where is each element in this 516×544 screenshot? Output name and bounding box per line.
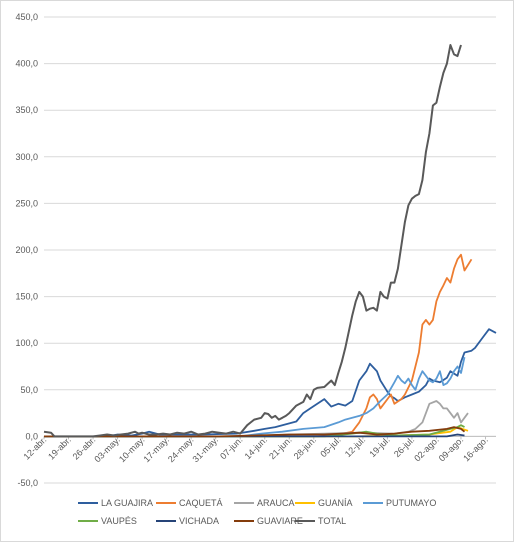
series-line-total [43,44,462,438]
x-axis: 12-abr.19-abr.26-abr.03-may.10-may.17-ma… [22,435,496,465]
legend-label: ARAUCA [257,498,295,508]
legend-label: PUTUMAYO [386,498,436,508]
y-tick-label: 450,0 [15,12,38,22]
series-lines [43,44,497,438]
series-line-putumayo [44,357,466,438]
legend-label: GUANÍA [318,498,353,508]
y-tick-label: 150,0 [15,292,38,302]
y-tick-label: 300,0 [15,152,38,162]
y-tick-label: -50,0 [17,478,38,488]
y-tick-label: 200,0 [15,245,38,255]
x-tick-label: 05-jul. [318,435,342,459]
x-tick-label: 14-jun. [243,435,270,462]
gridlines [44,16,496,484]
x-tick-label: 02-ago. [412,435,441,464]
series-line-guaviare [44,426,466,438]
legend-item: PUTUMAYO [363,498,436,508]
legend-item: VAUPÉS [78,516,137,526]
legend-label: CAQUETÁ [179,498,223,508]
legend-item: CAQUETÁ [156,498,223,508]
x-tick-label: 31-may. [191,435,221,465]
legend: LA GUAJIRA CAQUETÁ ARAUCA GUANÍA PUTUMAYO VAU… [78,498,436,526]
x-tick-label: 10-may. [117,435,147,465]
x-tick-label: 24-may. [166,435,196,465]
legend-label: VAUPÉS [101,516,137,526]
y-tick-label: 400,0 [15,59,38,69]
y-tick-label: 0,0 [25,431,38,441]
y-axis: -50,0 0,0 50,0 100,0 150,0 200,0 250,0 300,0 350… [15,12,38,488]
y-tick-label: 50,0 [20,385,38,395]
legend-label: VICHADA [179,516,219,526]
y-tick-label: 250,0 [15,198,38,208]
x-tick-label: 19-jul. [367,435,391,459]
legend-item: GUANÍA [295,498,353,508]
y-tick-label: 350,0 [15,105,38,115]
legend-item: VICHADA [156,516,219,526]
legend-item: LA GUAJIRA [78,498,153,508]
legend-label: LA GUAJIRA [101,498,153,508]
series-line-la-guajira [44,328,497,438]
legend-label: TOTAL [318,516,346,526]
legend-label: GUAVIARE [257,516,303,526]
x-tick-label: 07-jun. [218,435,245,462]
x-tick-label: 09-ago. [437,435,466,464]
legend-item: GUAVIARE [234,516,303,526]
legend-item: ARAUCA [234,498,295,508]
x-tick-label: 16-ago. [461,435,490,464]
x-tick-label: 28-jun. [292,435,319,462]
y-tick-label: 100,0 [15,338,38,348]
x-tick-label: 17-may. [141,435,171,465]
x-tick-label: 12-jul. [343,435,367,459]
legend-item: TOTAL [295,516,346,526]
x-tick-label: 21-jun. [267,435,294,462]
x-tick-label: 03-may. [92,435,122,465]
x-tick-label: 19-abr. [46,435,73,462]
series-line-caquet- [44,253,473,438]
